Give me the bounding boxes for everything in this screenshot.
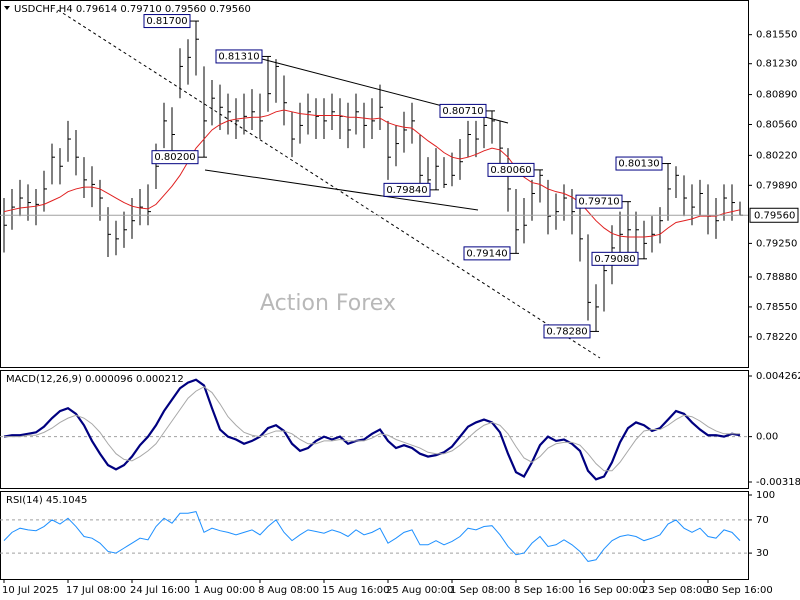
annotation-label: 0.79080 — [594, 254, 635, 265]
x-tick-label: 30 Sep 16:00 — [706, 585, 773, 596]
price-title: USDCHF,H4 0.79614 0.79710 0.79560 0.7956… — [14, 4, 251, 15]
annotation-box — [615, 156, 663, 171]
annotation-label: 0.80060 — [490, 165, 531, 176]
symbol-arrow — [4, 6, 10, 10]
x-tick-label: 1 Aug 00:00 — [194, 585, 255, 596]
y-tick-label: 0.81550 — [756, 30, 797, 41]
y-tick-label: 0.79890 — [756, 180, 797, 191]
moving-average — [3, 109, 741, 238]
trendline — [204, 169, 479, 211]
y-tick-label: 0.79250 — [756, 238, 797, 249]
annotation-label: 0.78280 — [546, 326, 587, 337]
annotation-box — [463, 246, 511, 261]
y-tick-label: 0.80890 — [756, 90, 797, 101]
y-tick-label: 0.004262 — [756, 371, 800, 382]
annotation-label: 0.80200 — [154, 152, 195, 163]
current-price-label: 0.79560 — [754, 210, 795, 221]
annotation-box — [591, 251, 639, 266]
annotation-label: 0.81700 — [146, 16, 187, 27]
annotation-label: 0.79840 — [386, 185, 427, 196]
y-tick-label: 70 — [756, 515, 769, 526]
y-tick-label: -0.003188 — [756, 477, 800, 488]
macd-panel — [0, 370, 749, 489]
x-tick-label: 17 Jul 08:00 — [66, 585, 126, 596]
y-tick-label: 0.00 — [756, 432, 778, 443]
annotation-box — [543, 324, 591, 339]
annotation-box — [439, 103, 487, 118]
y-tick-label: 0.78880 — [756, 272, 797, 283]
x-tick-label: 16 Sep 00:00 — [578, 585, 645, 596]
annotation-box — [487, 162, 535, 177]
rsi-title: RSI(14) 45.1045 — [6, 495, 87, 506]
x-tick-label: 15 Aug 16:00 — [322, 585, 389, 596]
x-tick-label: 23 Sep 08:00 — [642, 585, 709, 596]
y-tick-label: 100 — [756, 490, 775, 501]
annotation-label: 0.80130 — [618, 159, 659, 170]
annotation-box — [151, 150, 199, 165]
y-tick-label: 0.80220 — [756, 150, 797, 161]
x-tick-label: 8 Sep 16:00 — [514, 585, 574, 596]
y-tick-label: 30 — [756, 548, 769, 559]
annotation-label: 0.79710 — [578, 197, 619, 208]
annotation-label: 0.80710 — [442, 106, 483, 117]
x-tick-label: 24 Jul 16:00 — [130, 585, 190, 596]
annotation-box — [215, 49, 263, 64]
y-tick-label: 0.81230 — [756, 59, 797, 70]
annotation-box — [143, 14, 191, 29]
annotation-box — [383, 182, 431, 197]
indicator-line — [3, 511, 741, 562]
annotation-box — [575, 194, 623, 209]
x-tick-label: 10 Jul 2025 — [2, 585, 59, 596]
y-tick-label: 0.78220 — [756, 332, 797, 343]
indicator-line — [4, 386, 740, 472]
x-tick-label: 8 Aug 08:00 — [258, 585, 319, 596]
x-tick-label: 25 Aug 00:00 — [386, 585, 453, 596]
indicator-line — [3, 378, 741, 481]
annotation-label: 0.81310 — [218, 51, 259, 62]
annotation-label: 0.79140 — [466, 248, 507, 259]
watermark: Action Forex — [260, 291, 396, 316]
y-tick-label: 0.78550 — [756, 302, 797, 313]
current-price-box — [749, 207, 799, 223]
trendline — [57, 9, 601, 359]
price-panel — [0, 0, 749, 368]
rsi-panel — [0, 491, 749, 580]
x-tick-label: 1 Sep 08:00 — [450, 585, 510, 596]
macd-title: MACD(12,26,9) 0.000096 0.000212 — [6, 374, 184, 385]
y-tick-label: 0.80560 — [756, 120, 797, 131]
